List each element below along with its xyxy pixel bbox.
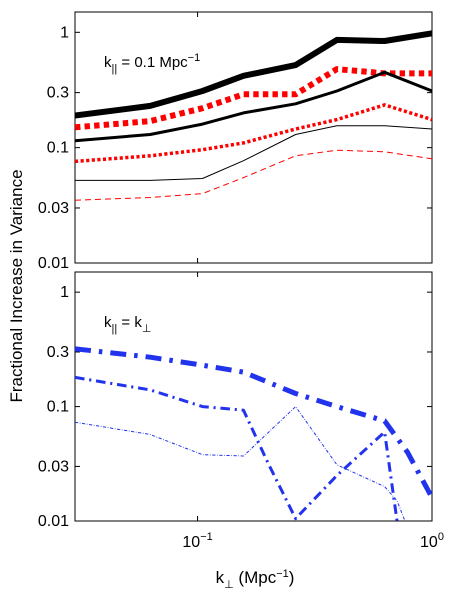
top-series-line-2 [75,66,432,131]
y-tick-label: 1 [60,24,69,41]
top-series-line-4 [75,103,432,164]
top-series-line-3 [75,70,432,143]
bottom-series-group [75,346,432,521]
bottom-series-line-3 [75,406,406,521]
top-plot-frame [74,11,433,264]
bottom-series-line-2 [75,375,399,521]
y-tick-label: 0.1 [47,399,69,416]
top-series-line-5 [75,125,432,181]
y-tick-label: 0.03 [38,200,69,217]
y-axis-title: Fractional Increase in Variance [7,169,26,402]
bottom-y-ticks: 0.01 0.03 0.1 0.3 1 [38,272,432,530]
y-tick-label: 0.01 [38,513,69,530]
bottom-plot-frame [74,271,433,522]
y-tick-label: 0.1 [47,140,69,157]
x-tick-label: 100 [420,531,444,551]
bottom-x-ticks: 10−1 100 [182,531,444,551]
bottom-panel-annotation: k|| = k⊥ [104,314,151,335]
y-tick-label: 0.03 [38,458,69,475]
top-series-line-1 [75,30,432,119]
top-series-group [75,30,432,201]
top-series-line-6 [75,149,432,201]
bottom-series-line-1 [75,346,432,499]
y-tick-label: 0.3 [47,344,69,361]
top-panel-annotation: k|| = 0.1 Mpc−1 [104,52,200,75]
top-y-ticks: 0.01 0.03 0.1 0.3 1 [38,12,432,272]
top-panel: 0.01 0.03 0.1 0.3 1 k|| = 0.1 Mpc−1 [38,11,433,272]
y-tick-label: 0.3 [47,85,69,102]
y-tick-label: 0.01 [38,255,69,272]
x-tick-label: 10−1 [182,531,212,551]
y-tick-label: 1 [60,284,69,301]
x-axis-title: k⊥ (Mpc−1) [216,568,295,591]
bottom-panel: 0.01 0.03 0.1 0.3 1 10−1 100 k|| = k⊥ [38,271,444,551]
